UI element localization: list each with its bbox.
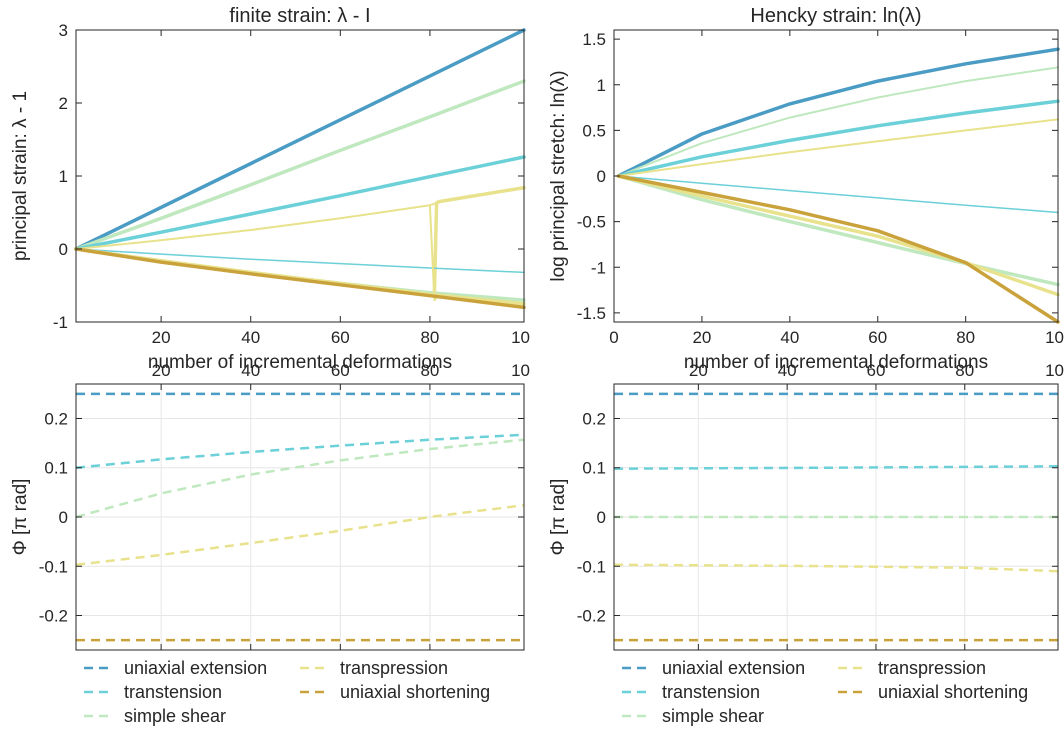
series-line-transtension: [613, 465, 1059, 470]
series-line-uniaxial-extension: [616, 47, 1060, 178]
y-tick-label: 0.1: [582, 459, 606, 478]
y-tick-label: -1.5: [577, 304, 606, 323]
x-axis-label: number of incremental deformations: [148, 352, 452, 373]
series-line-uniaxial-shortening: [74, 247, 526, 310]
y-tick-label: 1: [59, 167, 68, 186]
series-line-transpression: [617, 118, 1059, 177]
legend-label: uniaxial shortening: [878, 682, 1028, 702]
series-line-transpression: [616, 174, 1060, 297]
chart-title: Hencky strain: ln(λ): [750, 5, 921, 27]
legend-label: transpression: [340, 658, 448, 678]
x-tick-label: 10: [1045, 328, 1064, 347]
series-line-transpression: [75, 503, 525, 567]
x-tick-label: 80: [420, 328, 439, 347]
y-tick-label: 0.2: [582, 409, 606, 428]
series-line-transtension: [616, 99, 1060, 178]
y-tick-label: 0.1: [44, 459, 68, 478]
y-tick-label: 0.2: [44, 409, 68, 428]
legend-label: transtension: [662, 682, 760, 702]
y-tick-label: 1.5: [582, 30, 606, 49]
x-tick-label: 60: [331, 328, 350, 347]
chart-title: finite strain: λ - I: [229, 5, 370, 27]
series-line-transtension: [75, 433, 525, 469]
legend-label: uniaxial shortening: [340, 682, 490, 702]
y-tick-label: -0.5: [577, 213, 606, 232]
y-axis-label: Φ [π rad]: [10, 479, 31, 556]
x-tick-label: 80: [420, 361, 439, 380]
chart-panel-3: -0.2 -0.1 0 0.1 0.2 20 40 60 80 10 Φ [π rad]: [10, 361, 530, 651]
legend-2: uniaxial extension transtension simple she…: [622, 658, 1028, 726]
x-tick-label: 80: [956, 328, 975, 347]
y-tick-label: 0: [59, 240, 68, 259]
series-line-simple-shear: [74, 79, 526, 251]
x-tick-label: 20: [692, 328, 711, 347]
x-tick-label: 40: [241, 361, 260, 380]
y-tick-label: 0: [597, 508, 606, 527]
x-tick-label: 60: [868, 328, 887, 347]
chart-panel-1: -1 0 1 2 3 20 40 60 80 10 finite strain: λ - I numb…: [10, 5, 530, 373]
x-tick-label: 20: [152, 361, 171, 380]
y-tick-label: 2: [59, 94, 68, 113]
legend-label: transtension: [124, 682, 222, 702]
x-tick-label: 10: [1045, 361, 1064, 380]
x-tick-label: 80: [955, 361, 974, 380]
legend-label: simple shear: [662, 706, 764, 726]
y-tick-label: -0.1: [39, 557, 68, 576]
x-tick-label: 60: [866, 361, 885, 380]
legend-1: uniaxial extension transtension simple she…: [84, 658, 490, 726]
y-tick-label: -0.1: [577, 557, 606, 576]
y-tick-label: 1: [597, 76, 606, 95]
y-tick-label: 0: [59, 508, 68, 527]
y-tick-label: -1: [53, 313, 68, 332]
series-line-simple-shear: [75, 438, 525, 519]
series-line-transpression: [613, 563, 1059, 573]
x-tick-label: 40: [778, 361, 797, 380]
chart-panel-2: -1.5 -1 -0.5 0 0.5 1 1.5 0 20 40 60 80 10 Hencky stra…: [548, 5, 1064, 373]
legend-label: uniaxial extension: [124, 658, 267, 678]
x-tick-label: 10: [511, 328, 530, 347]
y-tick-label: 3: [59, 21, 68, 40]
y-axis-label: principal strain: λ - 1: [10, 91, 31, 261]
y-tick-label: -0.2: [577, 607, 606, 626]
legend-label: simple shear: [124, 706, 226, 726]
x-tick-label: 10: [511, 361, 530, 380]
series-line-transpression: [75, 186, 525, 250]
series-line-transtension: [75, 248, 525, 274]
y-tick-label: -0.2: [39, 607, 68, 626]
y-tick-label: 0: [597, 167, 606, 186]
x-tick-label: 0: [609, 328, 618, 347]
series-line-simple-shear: [617, 66, 1059, 177]
x-tick-label: 20: [689, 361, 708, 380]
series-line-uniaxial-extension: [74, 28, 526, 251]
series-line-uniaxial-shortening: [616, 174, 1060, 324]
legend-label: transpression: [878, 658, 986, 678]
legend-label: uniaxial extension: [662, 658, 805, 678]
series-line-transtension: [617, 175, 1059, 214]
x-tick-label: 40: [780, 328, 799, 347]
y-axis-label: Φ [π rad]: [548, 479, 569, 556]
y-tick-label: 0.5: [582, 121, 606, 140]
y-axis-label: log principal stretch: ln(λ): [548, 70, 569, 281]
y-tick-label: -1: [591, 258, 606, 277]
x-axis-label: number of incremental deformations: [684, 352, 988, 373]
series-line-transtension: [74, 155, 526, 251]
x-tick-label: 20: [152, 328, 171, 347]
series-line-transpression: [74, 247, 526, 306]
x-tick-label: 40: [241, 328, 260, 347]
x-tick-label: 60: [331, 361, 350, 380]
chart-panel-4: -0.2 -0.1 0 0.1 0.2 20 40 60 80 10 Φ [π rad]: [548, 361, 1064, 651]
series-line-transpression: [432, 185, 526, 297]
